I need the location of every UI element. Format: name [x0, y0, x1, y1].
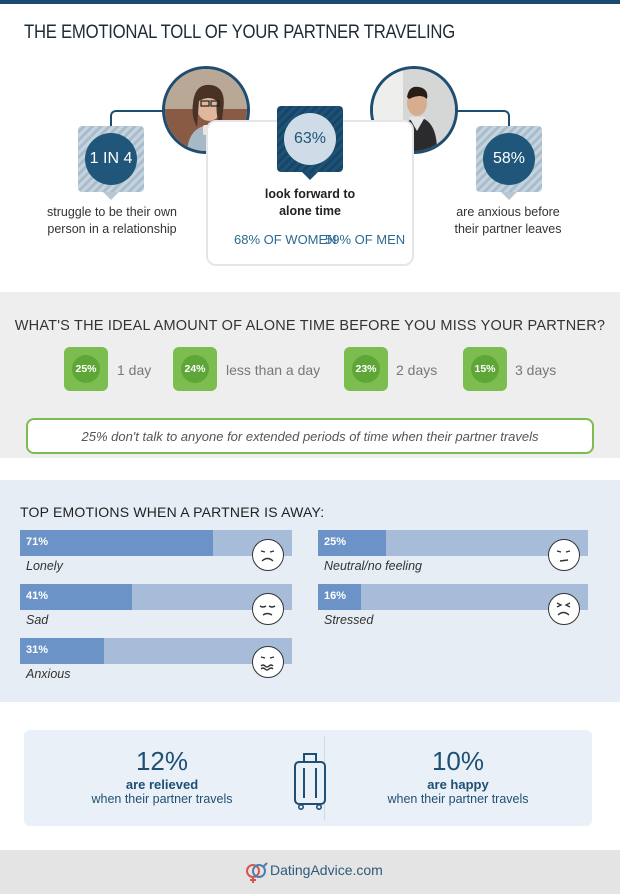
option-pct-1-day: 25% [72, 355, 100, 383]
option-label-3-days: 3 days [515, 362, 557, 378]
emotion-bar-fill-lonely [20, 530, 214, 556]
relieved-line2: when their partner travels [91, 792, 233, 806]
emotion-pct-sad: 41% [26, 590, 49, 602]
men-stat: 59% OF MEN [325, 232, 406, 247]
option-pct-less-than-a-day: 24% [181, 355, 209, 383]
page-title: THE EMOTIONAL TOLL OF YOUR PARTNER TRAVE… [24, 22, 455, 43]
option-label-1-day: 1 day [117, 362, 152, 378]
lonely-face-icon [252, 539, 284, 571]
left-connector [110, 110, 166, 126]
option-tile-2-days: 23% [344, 347, 388, 391]
option-tile-1-day: 25% [64, 347, 108, 391]
stat-value-1-in-4: 1 IN 4 [85, 133, 137, 185]
happy-stat: 10% are happy when their partner travels [380, 746, 536, 806]
stat-desc-right-line1: are anxious before [456, 205, 560, 219]
emotion-label-sad: Sad [26, 613, 49, 627]
stat-desc-center-line1: look forward to [264, 187, 356, 201]
happy-line2: when their partner travels [387, 792, 529, 806]
relieved-value: 12% [135, 746, 189, 776]
emotion-bar-anxious: 31% [20, 638, 292, 664]
right-connector [454, 110, 510, 126]
emotion-pct-lonely: 71% [26, 536, 49, 548]
relieved-stat: 12% are relieved when their partner trav… [84, 746, 240, 806]
emotion-pct-anxious: 31% [26, 644, 49, 656]
stat-desc-right: are anxious before their partner leaves [430, 204, 586, 238]
alone-time-question: WHAT'S THE IDEAL AMOUNT OF ALONE TIME BE… [14, 318, 606, 334]
stat-box-63: 63% [277, 106, 343, 180]
stat-desc-left: struggle to be their own person in a rel… [26, 204, 198, 238]
relieved-line1: are relieved [125, 777, 199, 792]
no-talk-note: 25% don't talk to anyone for extended pe… [26, 418, 594, 454]
stat-desc-left-line1: struggle to be their own [47, 205, 177, 219]
footer [0, 850, 620, 894]
option-label-2-days: 2 days [396, 362, 438, 378]
happy-value: 10% [431, 746, 485, 776]
stat-desc-center: look forward to alone time [216, 186, 404, 220]
happy-line1: are happy [427, 777, 489, 792]
top-accent-bar [0, 0, 620, 4]
stressed-face-icon [548, 593, 580, 625]
stat-desc-left-line2: person in a relationship [47, 222, 177, 236]
stat-box-58: 58% [476, 126, 542, 200]
datingadvice-logo-icon [244, 861, 268, 890]
emotion-pct-neutral: 25% [324, 536, 347, 548]
emotion-pct-stressed: 16% [324, 590, 347, 602]
option-pct-3-days: 15% [471, 355, 499, 383]
emotion-bar-fill-neutral [318, 530, 386, 556]
emotion-bar-fill-anxious [20, 638, 105, 664]
stat-desc-center-line2: alone time [279, 204, 341, 218]
emotion-bar-lonely: 71% [20, 530, 292, 556]
stat-box-1-in-4: 1 IN 4 [78, 126, 144, 200]
emotion-label-anxious: Anxious [26, 667, 71, 681]
stat-value-58: 58% [483, 133, 535, 185]
emotion-bar-fill-sad [20, 584, 132, 610]
neutral-face-icon [548, 539, 580, 571]
anxious-face-icon [252, 646, 284, 678]
emotion-bar-fill-stressed [318, 584, 362, 610]
emotion-bar-neutral: 25% [318, 530, 588, 556]
option-tile-3-days: 15% [463, 347, 507, 391]
relief-card [24, 730, 592, 826]
brand-name[interactable]: DatingAdvice.com [270, 862, 383, 878]
emotion-label-lonely: Lonely [26, 559, 63, 573]
emotion-label-neutral: Neutral/no feeling [324, 559, 422, 573]
stat-value-63: 63% [284, 113, 336, 165]
emotion-bar-sad: 41% [20, 584, 292, 610]
suitcase-icon [292, 752, 328, 815]
option-pct-2-days: 23% [352, 355, 380, 383]
sad-face-icon [252, 593, 284, 625]
emotion-label-stressed: Stressed [324, 613, 374, 627]
emotion-bar-stressed: 16% [318, 584, 588, 610]
option-tile-less-than-a-day: 24% [173, 347, 217, 391]
women-stat: 68% OF WOMEN [234, 232, 337, 247]
stat-desc-right-line2: their partner leaves [454, 222, 562, 236]
option-label-less-than-a-day: less than a day [226, 362, 321, 378]
emotions-title: TOP EMOTIONS WHEN A PARTNER IS AWAY: [20, 504, 325, 520]
